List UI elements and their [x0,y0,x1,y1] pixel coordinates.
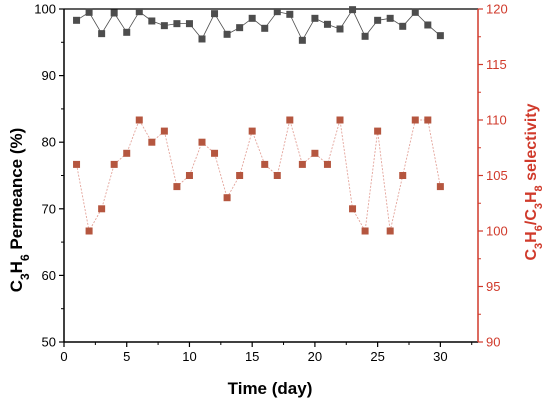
series-left-point [399,22,407,30]
x-axis: 0 5 10 15 20 25 30 [60,342,473,364]
plot-frame [63,8,479,343]
series-left-point [411,8,419,16]
series-left-point [261,24,269,32]
series-left-point [98,30,106,38]
series-right-point [123,149,131,157]
y-left-tick-label: 60 [42,268,56,283]
series-right-point [248,127,256,135]
series-right-point [386,227,394,235]
x-axis-title: Time (day) [228,379,313,398]
series-left-point [336,25,344,33]
series-right-point [73,160,81,168]
series-left-point [135,8,143,16]
y-axis-right: 90 95 100 105 110 115 120 [478,2,508,350]
series-left-point [361,32,369,40]
series-layer [73,6,444,235]
series-left-point [248,14,256,22]
series-right-point [374,127,382,135]
series-right-point [261,160,269,168]
x-tick-label: 5 [123,349,130,364]
series-left-point [85,8,93,16]
series-left-point [286,10,294,18]
y-axis-left: 50 60 70 80 90 100 [34,2,64,350]
series-right-point [336,116,344,124]
series-left-point [386,14,394,22]
y-axis-left-title: C3H6 Permeance (%) [7,128,32,293]
series-left-point [236,24,244,32]
series-left-point [160,22,168,30]
x-tick-label: 25 [370,349,384,364]
series-left-point [110,9,118,17]
y-right-tick-label: 100 [486,224,508,239]
series-right-point [236,172,244,179]
series-right-point [135,116,143,124]
series-right-point [148,138,156,146]
y-axis-right-title: C3H6/C3H8 selectivity [523,103,545,260]
series-left-point [374,16,382,24]
series-right-point [298,160,306,168]
y-left-tick-label: 100 [34,2,56,17]
series-right-point [273,172,281,179]
series-right-point [98,205,106,213]
series-left-point [185,20,193,28]
series-left-point [311,14,319,22]
x-tick-label: 30 [433,349,447,364]
series-right-point [85,227,93,235]
y-right-tick-label: 120 [486,2,508,17]
y-right-tick-label: 105 [486,168,508,183]
y-right-tick-label: 115 [486,57,507,72]
series-left-point [349,6,357,14]
series-left-point [273,8,281,16]
series-left-point [436,32,444,40]
x-tick-label: 10 [182,349,196,364]
series-right-point [349,205,357,213]
x-tick-label: 20 [308,349,322,364]
series-right-point [110,160,118,168]
series-left-point [148,17,156,25]
y-left-tick-label: 90 [42,68,56,83]
y-left-tick-label: 50 [42,335,56,350]
series-left-point [173,20,181,28]
series-right-point [223,194,231,202]
series-right-point [173,183,181,191]
y-left-tick-label: 70 [42,201,56,216]
x-tick-label: 15 [245,349,259,364]
x-tick-label: 0 [60,349,67,364]
y-left-tick-label: 80 [42,135,56,150]
series-left-point [323,20,331,28]
series-right-point [160,127,168,135]
series-right-line [76,118,441,233]
series-left-point [123,28,131,36]
y-right-tick-label: 90 [486,335,500,350]
y-right-tick-label: 110 [486,113,507,128]
series-right-point [185,172,193,179]
series-right-point [424,116,432,124]
series-left-point [73,16,81,24]
series-left-point [223,30,231,38]
series-right-point [399,172,407,179]
series-right-point [211,149,219,157]
series-right-point [323,160,331,168]
series-right-point [311,149,319,157]
series-left-line [76,8,441,42]
series-right-point [411,116,419,124]
series-right-point [286,116,294,124]
series-left-point [198,35,206,43]
series-left-point [298,36,306,44]
series-left-point [211,10,219,18]
y-right-tick-label: 95 [486,279,500,294]
series-right-point [436,183,444,191]
series-left-point [424,21,432,29]
series-right-point [198,138,206,146]
series-right-point [361,227,369,235]
